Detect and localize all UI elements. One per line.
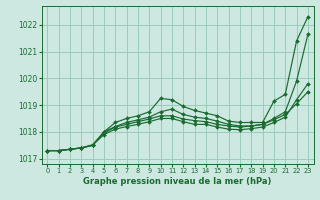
X-axis label: Graphe pression niveau de la mer (hPa): Graphe pression niveau de la mer (hPa) <box>84 177 272 186</box>
